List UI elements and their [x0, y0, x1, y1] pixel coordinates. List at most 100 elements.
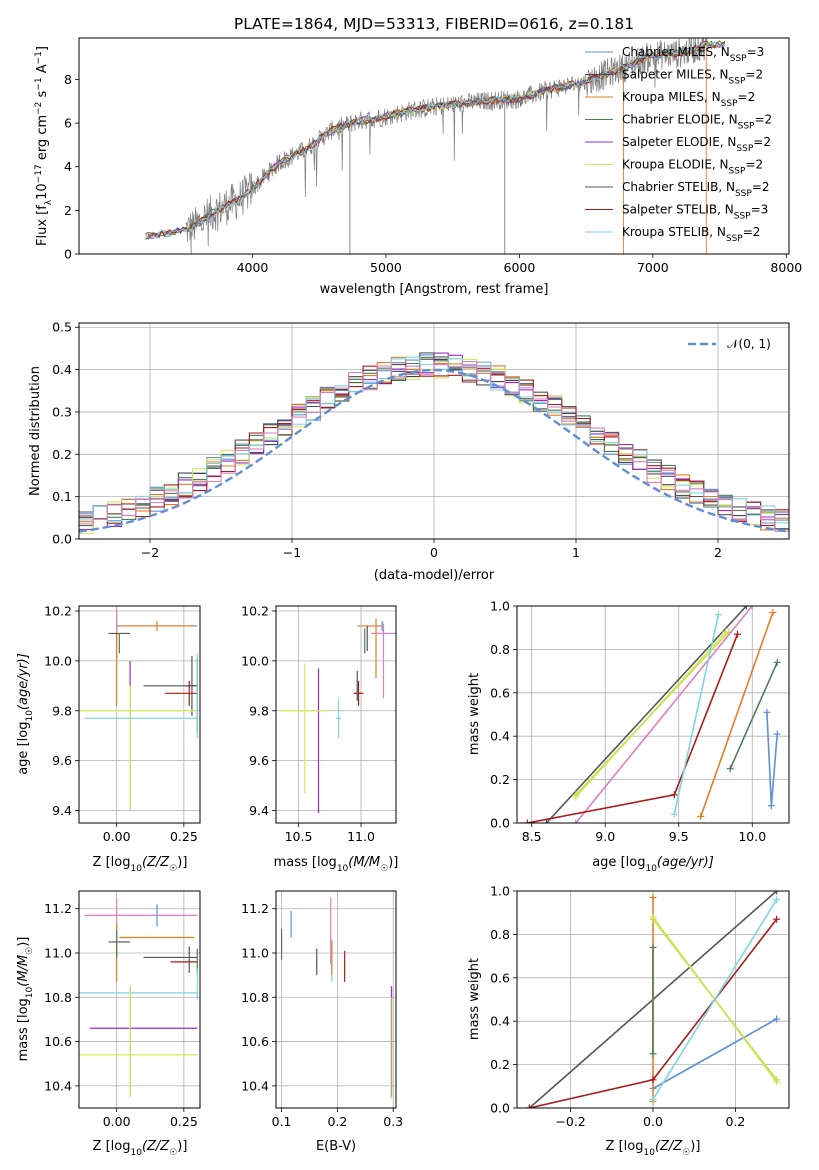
series-line	[575, 606, 753, 823]
x-tick-label: 8000	[770, 260, 802, 275]
y-tick-label: 0.2	[490, 772, 510, 787]
x-tick-label: 5000	[370, 260, 402, 275]
spectrum-panel: 4000 5000 6000 7000 8000 0 2 4 6 8 wavelength [Ang…	[34, 37, 802, 297]
series-line	[700, 612, 774, 817]
mass-vs-ebv-panel: 0.1 0.2 0.3 10.4 10.6 10.8 11.0 11.2 E(B-V)	[241, 890, 403, 1154]
x-tick-label: 0.25	[170, 1114, 198, 1129]
x-axis-label: Z [log10(Z/Z☉)]	[93, 855, 188, 874]
x-tick-label: 4000	[237, 260, 269, 275]
legend-entry: Salpeter ELODIE, NSSP=2	[622, 135, 771, 154]
x-axis-label: E(B-V)	[316, 1139, 356, 1154]
x-tick-label: 9.0	[595, 829, 615, 844]
y-tick-label: 10.2	[241, 603, 269, 618]
legend-entry: Salpeter MILES, NSSP=2	[622, 68, 763, 87]
label-part: Chabrier MILES, N	[622, 45, 730, 59]
label-part: =3	[747, 45, 765, 59]
y-tick-label: 0	[64, 247, 72, 262]
x-tick-label: 0.2	[327, 1114, 347, 1129]
y-tick-label: 9.4	[52, 803, 72, 818]
x-tick-label: 0.1	[272, 1114, 292, 1129]
label-part: −1	[34, 51, 44, 64]
y-tick-label: 0.0	[52, 532, 72, 547]
x-tick-label: 1	[572, 545, 580, 560]
label-part: )]	[388, 855, 398, 870]
label-part: Z [log	[93, 1139, 131, 1154]
y-tick-label: 9.8	[249, 703, 269, 718]
x-tick-label: −1	[283, 545, 301, 560]
plot-area	[79, 352, 789, 535]
x-tick-label: 0.00	[103, 829, 131, 844]
x-tick-label: 7000	[637, 260, 669, 275]
y-axis-label: Flux [fλ10−17 erg cm−2 s−1 A−1]	[34, 46, 54, 246]
label-part: mass [log	[16, 998, 31, 1061]
axes-frame	[516, 890, 790, 1109]
y-tick-label: 0.6	[490, 970, 510, 985]
x-tick-label: 10.5	[285, 829, 313, 844]
y-tick-label: 8	[64, 72, 72, 87]
label-part: Salpeter MILES, N	[622, 68, 729, 82]
y-tick-label: 11.2	[241, 901, 269, 916]
label-part: 10	[130, 1148, 142, 1158]
label-part: −1	[34, 77, 44, 90]
label-part: wavelength [Angstrom, rest frame]	[320, 282, 549, 297]
label-part: 10	[643, 1148, 655, 1158]
label-part: (Z/Z	[655, 1139, 683, 1154]
x-tick-label: 8.5	[522, 829, 542, 844]
x-tick-label: 6000	[504, 260, 536, 275]
series-line	[766, 712, 778, 806]
axes-frame	[275, 890, 397, 1109]
legend-entry: Kroupa ELODIE, NSSP=2	[622, 158, 763, 177]
legend-entry: Kroupa MILES, NSSP=2	[622, 90, 755, 109]
label-part: SSP	[736, 144, 753, 154]
label-part: 10	[130, 864, 142, 874]
y-tick-label: 0.3	[52, 404, 72, 419]
y-tick-label: 9.8	[52, 703, 72, 718]
y-tick-label: 1.0	[490, 884, 510, 899]
label-part: ☉	[169, 864, 177, 874]
label-part: 10	[25, 710, 35, 722]
label-part: erg cm	[35, 115, 50, 164]
residual-histogram	[79, 352, 789, 521]
label-part: ☉	[380, 864, 388, 874]
axes-frame	[78, 890, 201, 1109]
y-tick-label: 0.2	[52, 447, 72, 462]
label-part: Chabrier STELIB, N	[622, 180, 735, 194]
label-part: 10	[645, 864, 657, 874]
series-line	[673, 614, 720, 815]
y-tick-label: 1.0	[490, 599, 510, 614]
label-part: 10	[35, 183, 50, 200]
weight-vs-age-panel: 8.5 9.0 9.5 10.0 0.0 0.2 0.4 0.6 0.8 1.0 age [log1…	[467, 599, 790, 874]
age-vs-mass-panel: 10.5 11.0 9.4 9.6 9.8 10.0 10.2 mass [log10(M/M…	[241, 603, 398, 874]
residual-histogram	[79, 352, 789, 531]
label-part: s	[35, 90, 50, 101]
axes-frame	[78, 37, 790, 255]
y-tick-label: 0.4	[490, 1014, 510, 1029]
label-part: =2	[745, 158, 763, 172]
label-part: (M/M	[16, 955, 31, 987]
x-axis-label: age [log10(age/yr)]	[592, 855, 714, 874]
label-part: SSP	[729, 167, 746, 177]
y-tick-label: 10.6	[241, 1034, 269, 1049]
y-tick-label: 11.2	[44, 901, 72, 916]
label-part: (age/yr)]	[657, 855, 714, 870]
label-part: ☉	[169, 1148, 177, 1158]
y-tick-label: 10.6	[44, 1034, 72, 1049]
y-tick-label: 0.2	[490, 1057, 510, 1072]
label-part: Chabrier ELODIE, N	[622, 113, 738, 127]
label-part: =2	[745, 68, 763, 82]
label-part: (age/yr)]	[16, 653, 31, 710]
x-tick-label: 0.3	[383, 1114, 403, 1129]
label-part: (M/M	[348, 855, 380, 870]
y-axis-label: mass weight	[467, 958, 482, 1040]
residual-histogram	[79, 363, 789, 527]
x-tick-label: −0.2	[555, 1114, 585, 1129]
label-part: Kroupa STELIB, N	[622, 225, 726, 239]
y-tick-label: 10.8	[44, 990, 72, 1005]
y-tick-label: 10.4	[44, 1078, 72, 1093]
age-vs-metallicity-panel: 0.00 0.259.49.69.810.010.2Z [log10(Z/Z☉)]…	[16, 603, 201, 874]
x-tick-label: −2	[141, 545, 159, 560]
y-tick-label: 4	[64, 159, 72, 174]
y-tick-label: 10.0	[44, 653, 72, 668]
residuals-panel: −2 −1 0 1 2 0.0 0.1 0.2 0.3 0.4 0.5 𝒩(0, 1) (data-mo…	[28, 320, 790, 583]
